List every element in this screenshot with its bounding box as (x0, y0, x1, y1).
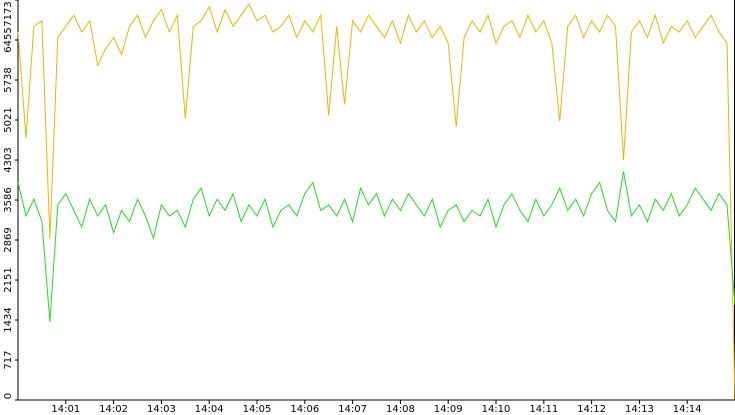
x-tick-label: 14:01 (51, 404, 80, 415)
y-tick-label: 5021 (3, 107, 14, 132)
y-tick-label: 1434 (3, 307, 14, 332)
y-tick-label: 3586 (3, 187, 14, 212)
series-line (17, 3, 735, 401)
y-tick-label: 5738 (3, 67, 14, 92)
x-tick-label: 14:10 (482, 404, 511, 415)
x-tick-label: 14:06 (290, 404, 319, 415)
x-tick-label: 14:11 (529, 404, 558, 415)
x-tick-label: 14:09 (434, 404, 463, 415)
series-line (17, 171, 735, 322)
x-tick-label: 14:12 (577, 404, 606, 415)
x-tick-label: 14:14 (673, 404, 702, 415)
x-tick-label: 14:13 (625, 404, 654, 415)
x-tick-label: 14:07 (338, 404, 367, 415)
y-tick-label: 717 (3, 350, 14, 369)
y-tick-label: 0 (3, 393, 14, 399)
x-tick-label: 14:03 (147, 404, 176, 415)
x-tick-label: 14:05 (243, 404, 272, 415)
y-tick-label: 6455 (3, 27, 14, 52)
y-tick-label: 2151 (3, 267, 14, 292)
x-tick-label: 14:04 (195, 404, 224, 415)
x-tick-label: 14:02 (99, 404, 128, 415)
y-tick-label: 2869 (3, 227, 14, 252)
x-tick-label: 14:08 (386, 404, 415, 415)
y-tick-label: 4303 (3, 147, 14, 172)
y-tick-label: 7173 (3, 1, 14, 26)
